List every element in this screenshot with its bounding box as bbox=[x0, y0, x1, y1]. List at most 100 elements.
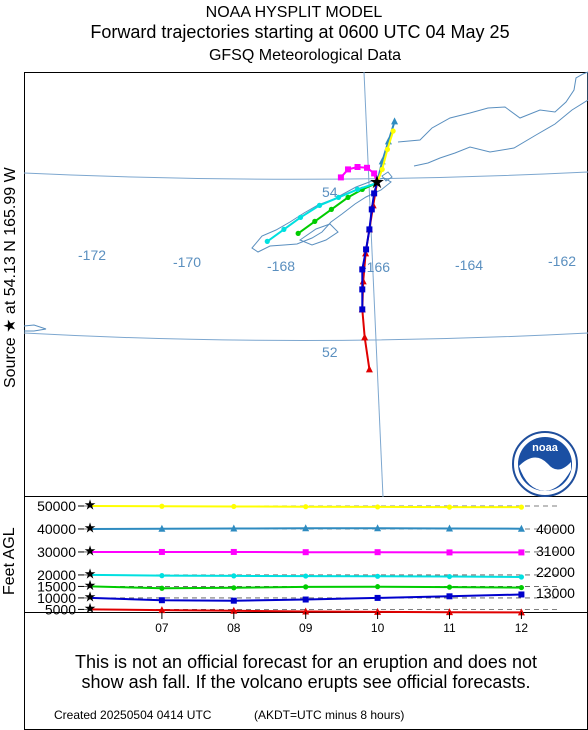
x-ticks: 07 08 09 10 11 12 bbox=[155, 612, 528, 635]
trajectory-point-1-2 bbox=[366, 226, 373, 233]
y-tick-10000: 10000 bbox=[37, 590, 76, 606]
right-label-13000: 13000 bbox=[536, 585, 575, 601]
trajectory-point-3-2 bbox=[316, 202, 323, 208]
height-point-6-3 bbox=[375, 504, 381, 510]
trajectory-point-2-1 bbox=[345, 194, 351, 200]
timezone-note: (AKDT=UTC minus 8 hours) bbox=[254, 708, 405, 722]
y-tick-40000: 40000 bbox=[37, 521, 76, 537]
height-point-4-1 bbox=[230, 548, 237, 555]
x-tick-12: 12 bbox=[515, 621, 529, 635]
start-star-5: ★ bbox=[84, 520, 97, 536]
x-tick-09: 09 bbox=[299, 621, 313, 635]
start-star-2: ★ bbox=[84, 577, 97, 593]
trajectory-point-4-2 bbox=[354, 164, 361, 170]
y-tick-15000: 15000 bbox=[37, 578, 76, 594]
height-point-6-0 bbox=[159, 503, 165, 509]
trajectory-point-1-0 bbox=[371, 190, 378, 197]
height-point-2-0 bbox=[159, 585, 165, 591]
height-point-1-5 bbox=[518, 591, 525, 598]
created-timestamp: Created 20250504 0414 UTC bbox=[54, 708, 212, 722]
west-edge-islet bbox=[23, 324, 47, 332]
height-axis-label: Feet AGL bbox=[1, 527, 18, 595]
height-point-6-2 bbox=[303, 504, 309, 510]
noaa-logo-bird bbox=[519, 457, 571, 491]
trajectory-point-4-0 bbox=[371, 170, 378, 177]
start-star-0: ★ bbox=[84, 600, 97, 616]
height-point-4-0 bbox=[158, 548, 165, 555]
alaska-peninsula-coast bbox=[397, 71, 588, 167]
trajectory-point-5-2 bbox=[391, 117, 399, 125]
height-point-0-2 bbox=[302, 607, 310, 615]
height-point-0-1 bbox=[230, 606, 238, 614]
height-point-5-1 bbox=[230, 524, 238, 532]
latitude-line-52 bbox=[23, 332, 588, 341]
coastline bbox=[23, 71, 588, 332]
disclaimer: This is not an official forecast for an … bbox=[24, 652, 588, 692]
header-line1: NOAA HYSPLIT MODEL bbox=[206, 4, 383, 21]
height-point-4-4 bbox=[446, 549, 453, 556]
height-point-2-1 bbox=[231, 585, 237, 591]
right-label-31000: 31000 bbox=[536, 543, 575, 559]
height-gridlines bbox=[84, 505, 560, 610]
map-area: -172 -170 -168 -166 -164 -162 54 52 ★ bbox=[23, 71, 588, 498]
height-point-5-4 bbox=[446, 524, 453, 532]
y-tick-5000: 5000 bbox=[45, 601, 76, 617]
trajectory-point-1-5 bbox=[359, 286, 366, 293]
height-point-0-4 bbox=[446, 608, 453, 616]
height-point-4-5 bbox=[518, 549, 525, 556]
start-star-6: ★ bbox=[84, 497, 97, 513]
start-star-4: ★ bbox=[84, 543, 97, 559]
height-point-0-5 bbox=[517, 608, 525, 616]
lon-label-162: -162 bbox=[548, 253, 576, 269]
lat-label-54: 54 bbox=[322, 184, 338, 200]
height-point-5-0 bbox=[158, 524, 166, 532]
start-star-1: ★ bbox=[84, 589, 97, 605]
trajectory-point-6-2 bbox=[390, 128, 396, 134]
unalaska-island bbox=[251, 177, 392, 253]
disclaimer-line1: This is not an official forecast for an … bbox=[75, 652, 537, 672]
height-point-0-3 bbox=[374, 607, 382, 615]
y-tick-30000: 30000 bbox=[37, 544, 76, 560]
trajectory-point-2-2 bbox=[328, 206, 334, 212]
height-point-3-1 bbox=[231, 573, 237, 579]
height-stars: ★★★★★★★ bbox=[84, 497, 97, 616]
trajectory-point-6-0 bbox=[379, 166, 385, 172]
height-point-3-4 bbox=[446, 573, 453, 580]
lat-label-52: 52 bbox=[322, 344, 338, 360]
trajectory-point-2-4 bbox=[295, 230, 301, 236]
height-point-5-3 bbox=[374, 524, 382, 532]
latitude-line-54 bbox=[23, 171, 588, 180]
map-trajectories bbox=[264, 117, 399, 373]
height-point-6-5 bbox=[518, 504, 525, 510]
map-grid bbox=[23, 71, 588, 498]
right-label-22000: 22000 bbox=[536, 564, 575, 580]
x-tick-07: 07 bbox=[155, 621, 169, 635]
height-point-2-3 bbox=[375, 584, 381, 590]
height-point-1-3 bbox=[374, 594, 381, 601]
x-tick-10: 10 bbox=[371, 621, 385, 635]
height-series bbox=[89, 503, 525, 616]
trajectory-point-4-4 bbox=[337, 174, 344, 181]
trajectory-point-3-4 bbox=[281, 226, 287, 232]
height-point-4-2 bbox=[302, 549, 309, 556]
height-point-3-0 bbox=[159, 573, 165, 579]
right-label-40000: 40000 bbox=[536, 521, 575, 537]
height-point-2-4 bbox=[446, 584, 453, 590]
lon-label-168: -168 bbox=[267, 258, 295, 274]
y-tick-20000: 20000 bbox=[37, 567, 76, 583]
height-point-3-2 bbox=[303, 573, 309, 579]
lon-label-172: -172 bbox=[78, 247, 106, 263]
noaa-logo: noaa bbox=[512, 431, 578, 497]
trajectory-point-1-4 bbox=[359, 266, 366, 273]
height-point-0-0 bbox=[158, 606, 166, 614]
height-point-6-4 bbox=[446, 504, 453, 510]
height-point-1-4 bbox=[446, 593, 453, 600]
longitude-line-166 bbox=[363, 71, 384, 498]
akutan-islet bbox=[381, 171, 393, 182]
trajectory-path-6 bbox=[376, 130, 395, 184]
trajectory-point-3-1 bbox=[335, 194, 342, 200]
trajectory-point-1-1 bbox=[368, 206, 375, 213]
trajectory-point-0-6 bbox=[365, 365, 373, 373]
